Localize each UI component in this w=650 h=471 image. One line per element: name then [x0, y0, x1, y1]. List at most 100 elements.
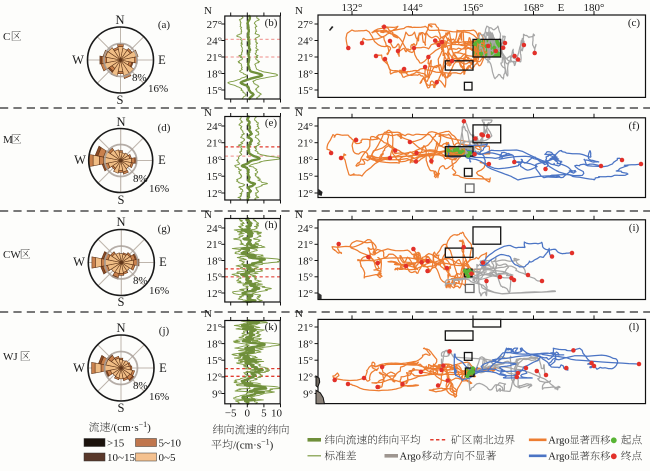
- svg-text:180°: 180°: [584, 2, 605, 14]
- svg-text:9°: 9°: [212, 388, 222, 400]
- svg-text:Argo: Argo: [400, 452, 421, 463]
- svg-text:N: N: [204, 5, 212, 17]
- svg-text:Argo: Argo: [548, 436, 569, 447]
- svg-text:18°: 18°: [207, 154, 222, 166]
- svg-text:21°: 21°: [207, 52, 222, 64]
- svg-text:8%: 8%: [132, 72, 147, 84]
- svg-text:12°: 12°: [207, 372, 222, 384]
- svg-text:N: N: [295, 209, 303, 221]
- svg-text:21°: 21°: [207, 239, 222, 251]
- svg-text:M: M: [3, 134, 13, 146]
- svg-text:W: W: [73, 361, 85, 375]
- svg-text:9°: 9°: [303, 388, 313, 400]
- svg-text:24°: 24°: [207, 223, 222, 235]
- svg-text:N: N: [204, 209, 212, 221]
- svg-text:21°: 21°: [207, 138, 222, 150]
- svg-text:15°: 15°: [207, 85, 222, 97]
- svg-text:21°: 21°: [207, 322, 222, 334]
- svg-text:N: N: [115, 13, 124, 27]
- svg-text:21°: 21°: [298, 138, 313, 150]
- svg-text:E: E: [159, 255, 167, 269]
- svg-text:27°: 27°: [207, 19, 222, 31]
- svg-text:8%: 8%: [133, 275, 148, 287]
- svg-text:21°: 21°: [298, 52, 313, 64]
- svg-text:(c): (c): [628, 17, 641, 29]
- svg-text:12°: 12°: [298, 188, 313, 200]
- svg-text:18°: 18°: [207, 338, 222, 350]
- svg-text:24°: 24°: [298, 223, 313, 235]
- svg-text:24°: 24°: [298, 35, 313, 47]
- svg-text:15°: 15°: [207, 272, 222, 284]
- svg-text:15°: 15°: [207, 355, 222, 367]
- svg-text:24°: 24°: [207, 121, 222, 133]
- svg-text:E: E: [558, 2, 565, 14]
- svg-text:S: S: [118, 295, 125, 309]
- svg-text:S: S: [118, 401, 125, 415]
- svg-text:10: 10: [271, 407, 283, 419]
- svg-text:(k): (k): [265, 321, 278, 333]
- svg-text:16%: 16%: [148, 83, 168, 95]
- svg-text:E: E: [158, 153, 166, 167]
- svg-text:15°: 15°: [298, 85, 313, 97]
- svg-text:18°: 18°: [207, 68, 222, 80]
- svg-text:N: N: [116, 115, 125, 129]
- svg-text:5: 5: [261, 407, 267, 419]
- svg-text:18°: 18°: [298, 338, 313, 350]
- svg-text:>15: >15: [107, 438, 125, 450]
- svg-text:21°: 21°: [298, 239, 313, 251]
- svg-text:18°: 18°: [207, 255, 222, 267]
- svg-text:S: S: [117, 93, 124, 107]
- svg-text:S: S: [118, 193, 125, 207]
- svg-text:168°: 168°: [523, 2, 544, 14]
- svg-text:12°: 12°: [298, 372, 313, 384]
- svg-text:15°: 15°: [207, 171, 222, 183]
- svg-text:CW: CW: [3, 249, 21, 261]
- svg-text:16%: 16%: [149, 183, 169, 195]
- svg-text:0~5: 0~5: [159, 452, 176, 464]
- svg-text:24°: 24°: [298, 121, 313, 133]
- svg-text:(d): (d): [158, 122, 171, 134]
- svg-text:24°: 24°: [207, 35, 222, 47]
- svg-text:N: N: [116, 215, 125, 229]
- svg-text:(l): (l): [629, 321, 640, 333]
- svg-text:8%: 8%: [133, 380, 148, 392]
- svg-text:(i): (i): [629, 222, 640, 234]
- svg-text:(f): (f): [629, 120, 640, 132]
- svg-text:8%: 8%: [133, 173, 148, 185]
- svg-text:(e): (e): [265, 117, 278, 129]
- svg-text:(j): (j): [159, 325, 170, 337]
- svg-text:N: N: [295, 308, 303, 320]
- svg-text:(g): (g): [158, 223, 171, 235]
- svg-text:12°: 12°: [298, 288, 313, 300]
- svg-text:16%: 16%: [149, 285, 169, 297]
- svg-text:132°: 132°: [342, 2, 363, 14]
- svg-text:5~10: 5~10: [159, 438, 182, 450]
- svg-text:E: E: [159, 361, 167, 375]
- svg-text:12°: 12°: [207, 188, 222, 200]
- svg-text:N: N: [116, 321, 125, 335]
- svg-text:N: N: [295, 107, 303, 119]
- svg-text:10~15: 10~15: [107, 452, 135, 464]
- svg-text:21°: 21°: [298, 322, 313, 334]
- svg-text:144°: 144°: [402, 2, 423, 14]
- svg-text:15°: 15°: [298, 272, 313, 284]
- svg-text:N: N: [295, 5, 303, 17]
- svg-text:N: N: [204, 308, 212, 320]
- svg-text:0: 0: [245, 407, 251, 419]
- svg-text:15°: 15°: [298, 355, 313, 367]
- svg-text:156°: 156°: [463, 2, 484, 14]
- svg-text:W: W: [74, 153, 86, 167]
- svg-text:WJ: WJ: [3, 351, 18, 363]
- svg-text:C: C: [3, 31, 10, 43]
- svg-text:27°: 27°: [298, 19, 313, 31]
- svg-text:16%: 16%: [149, 391, 169, 403]
- svg-text:Argo: Argo: [548, 452, 569, 463]
- svg-text:12°: 12°: [207, 288, 222, 300]
- svg-text:W: W: [73, 255, 85, 269]
- svg-text:E: E: [158, 53, 166, 67]
- svg-text:W: W: [72, 53, 84, 67]
- svg-text:15°: 15°: [298, 171, 313, 183]
- svg-text:−5: −5: [225, 407, 237, 419]
- svg-text:18°: 18°: [298, 154, 313, 166]
- svg-text:(b): (b): [265, 17, 278, 29]
